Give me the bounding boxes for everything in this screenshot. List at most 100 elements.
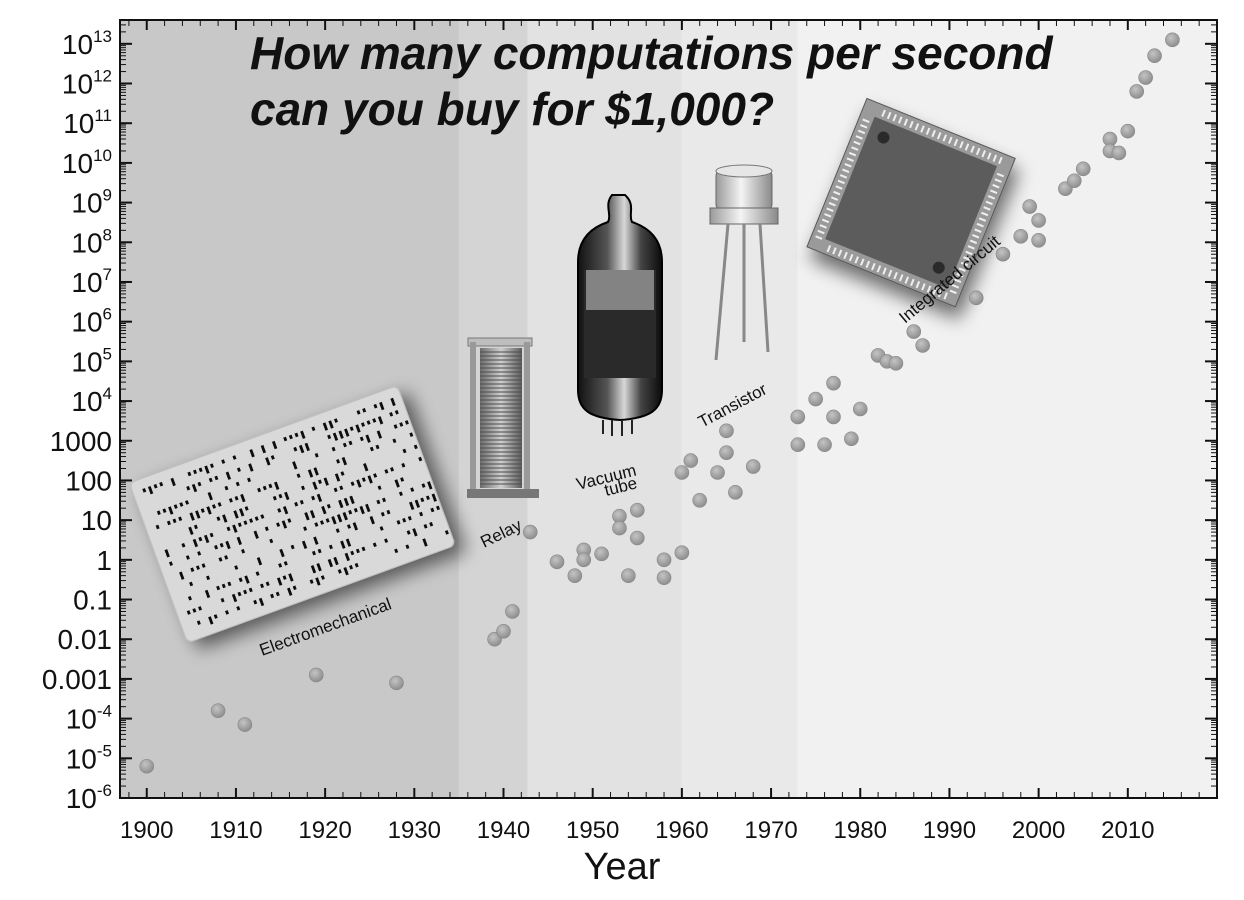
- data-point: [549, 554, 565, 570]
- ic-pin: [817, 229, 825, 235]
- punch-hole: [204, 465, 210, 474]
- data-point: [308, 667, 324, 683]
- punch-hole: [300, 430, 306, 440]
- data-point: [621, 568, 636, 584]
- punch-hole: [313, 467, 319, 476]
- punch-hole: [205, 575, 211, 581]
- punch-hole: [421, 483, 426, 488]
- punch-hole: [410, 487, 415, 493]
- y-tick-label: 106: [71, 305, 112, 338]
- punch-hole: [208, 616, 214, 625]
- data-point: [826, 375, 841, 391]
- ic-pin: [942, 134, 947, 142]
- punch-hole: [178, 571, 185, 580]
- punch-hole: [218, 557, 223, 562]
- punch-hole: [408, 501, 415, 511]
- ic-pin: [937, 289, 943, 298]
- punch-hole: [300, 485, 306, 491]
- punch-hole: [381, 497, 387, 503]
- punch-hole: [345, 538, 352, 547]
- punch-hole: [198, 467, 203, 473]
- x-tick-label: 2010: [1101, 817, 1154, 844]
- y-tick-label: 109: [71, 186, 112, 219]
- punch-hole: [400, 477, 405, 482]
- punch-hole: [232, 455, 237, 460]
- ic-pin: [910, 278, 915, 286]
- punch-hole: [192, 608, 197, 613]
- data-point: [674, 545, 690, 560]
- vacuum-tube-illustration: [577, 194, 663, 436]
- ic-pin: [828, 201, 836, 207]
- punch-hole: [333, 556, 339, 566]
- punch-hole: [331, 516, 337, 525]
- punch-hole: [427, 481, 433, 490]
- punch-hole: [206, 506, 212, 515]
- ic-pin: [830, 196, 839, 201]
- data-point: [790, 437, 806, 453]
- punch-hole: [409, 432, 414, 438]
- punch-hole: [186, 485, 191, 491]
- punch-hole: [190, 567, 195, 573]
- x-tick-label: 1920: [298, 817, 351, 844]
- x-tick-label: 1930: [388, 817, 441, 844]
- data-point: [790, 409, 806, 425]
- punch-hole: [396, 519, 401, 525]
- punch-hole: [188, 526, 194, 536]
- x-tick-label: 2000: [1012, 817, 1065, 844]
- punch-hole: [179, 502, 184, 507]
- punch-hole: [348, 564, 354, 570]
- data-point: [210, 703, 226, 718]
- punch-hole: [419, 511, 424, 517]
- punch-hole: [332, 432, 339, 441]
- punch-hole: [194, 510, 201, 519]
- punch-hole: [355, 424, 361, 433]
- ic-pin: [854, 256, 859, 264]
- punch-hole: [207, 491, 214, 501]
- punch-hole: [365, 503, 371, 513]
- ic-pin: [815, 235, 823, 240]
- punch-hole: [235, 481, 240, 487]
- x-tick-label: 1980: [834, 817, 887, 844]
- data-point: [522, 524, 538, 540]
- ic-pin: [972, 234, 980, 239]
- punch-hole: [394, 479, 400, 488]
- data-point: [817, 437, 832, 453]
- punch-hole: [216, 516, 221, 522]
- plot-frame: [119, 19, 1218, 799]
- punch-hole: [354, 562, 359, 568]
- punch-hole: [304, 512, 310, 521]
- punch-hole: [233, 510, 239, 519]
- punch-hole: [224, 610, 230, 615]
- ic-pin: [851, 146, 859, 151]
- punch-hole: [316, 493, 323, 503]
- punch-hole: [328, 544, 333, 550]
- punch-hole: [312, 481, 318, 490]
- ic-pin: [936, 132, 942, 140]
- punch-hole: [365, 434, 371, 443]
- punch-hole: [167, 506, 174, 515]
- punch-hole: [253, 530, 259, 540]
- data-point: [683, 453, 699, 468]
- data-point: [1147, 48, 1162, 64]
- punch-hole: [294, 501, 299, 507]
- ic-pin: [835, 185, 843, 190]
- punch-hole: [237, 591, 242, 597]
- ic-pin: [953, 138, 959, 147]
- punch-hole: [342, 442, 347, 448]
- era-band-3: [681, 20, 798, 798]
- ic-pin: [819, 224, 827, 229]
- punch-hole: [321, 505, 327, 515]
- punch-hole: [429, 521, 434, 527]
- punch-hole: [189, 581, 194, 587]
- ic-pin: [892, 114, 897, 122]
- punch-hole: [389, 411, 394, 417]
- punch-hole: [325, 518, 330, 523]
- punch-hole: [317, 479, 323, 485]
- punch-hole: [399, 422, 404, 427]
- data-point: [674, 465, 690, 480]
- punch-hole: [290, 544, 295, 550]
- data-point: [852, 401, 868, 417]
- data-point: [1067, 173, 1082, 189]
- punch-hole: [278, 493, 283, 499]
- y-tick-label: 107: [71, 265, 112, 298]
